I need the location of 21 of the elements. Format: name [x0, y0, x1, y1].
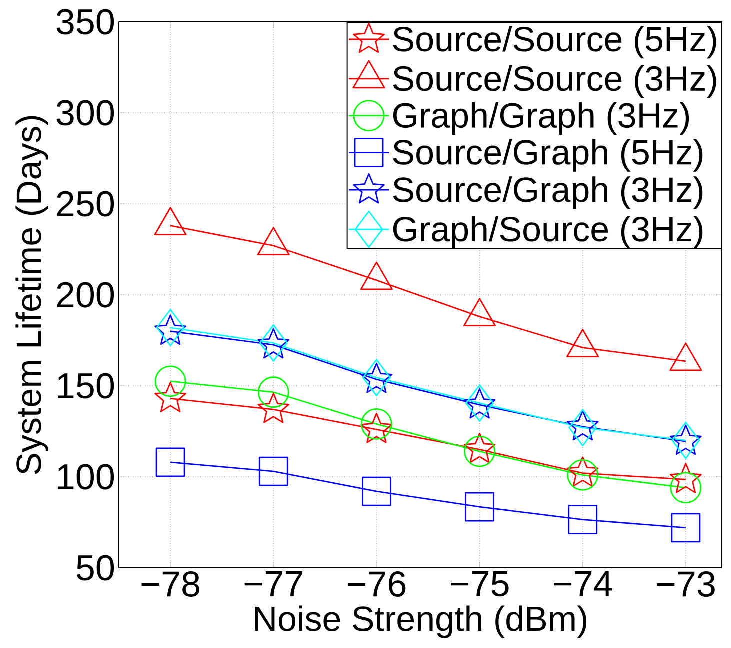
x-tick-label: −78 — [142, 572, 200, 598]
y-tick-label: 200 — [57, 282, 114, 308]
x-tick-label: −77 — [244, 572, 302, 596]
y-tick-label: 250 — [57, 191, 114, 217]
legend-label: Source/Source (5Hz) — [393, 26, 716, 59]
legend-label: Source/Source (3Hz) — [393, 66, 716, 98]
y-axis-title: System Lifetime (Days) — [16, 116, 48, 474]
y-tick-label: 150 — [58, 373, 114, 399]
y-tick-label: 350 — [56, 9, 114, 35]
x-tick-label: −73 — [657, 572, 715, 598]
legend-label: Source/Graph (3Hz) — [393, 176, 703, 210]
y-tick-label: 300 — [56, 100, 114, 126]
x-axis-title: Noise Strength (dBm) — [255, 606, 587, 638]
x-tick-label: −76 — [348, 572, 406, 598]
y-tick-label: 100 — [58, 464, 114, 490]
x-tick-label: −75 — [451, 572, 509, 597]
x-tick-label: −74 — [554, 572, 612, 596]
legend-label: Source/Graph (5Hz) — [393, 139, 703, 172]
y-tick-label: 50 — [76, 555, 114, 581]
legend-label: Graph/Graph (3Hz) — [393, 102, 690, 135]
legend-label: Graph/Source (3Hz) — [393, 216, 703, 249]
